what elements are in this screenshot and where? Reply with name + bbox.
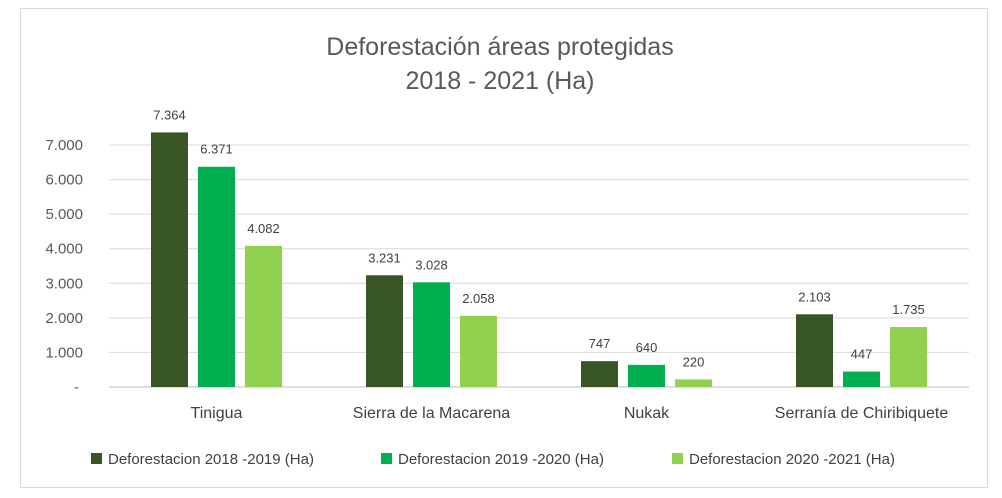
y-axis: - 1.000 2.000 3.000 4.000 5.000 6.000 7.000 bbox=[45, 137, 83, 396]
data-label: 3.231 bbox=[368, 250, 401, 265]
legend-label: Deforestacion 2018 -2019 (Ha) bbox=[108, 451, 314, 468]
data-label: 2.103 bbox=[798, 289, 831, 304]
data-label: 7.364 bbox=[153, 107, 186, 122]
data-label: 447 bbox=[851, 347, 873, 362]
bar bbox=[366, 275, 403, 387]
chart-svg: Deforestación áreas protegidas 2018 - 20… bbox=[45, 33, 969, 468]
category-label: Tinigua bbox=[191, 405, 243, 422]
category-label: Nukak bbox=[624, 405, 670, 422]
y-tick-label: 4.000 bbox=[45, 241, 83, 258]
data-label: 747 bbox=[589, 336, 611, 351]
data-label: 1.735 bbox=[892, 302, 925, 317]
legend-swatch bbox=[672, 453, 683, 464]
data-label: 6.371 bbox=[200, 142, 233, 157]
bar bbox=[581, 361, 618, 387]
data-label: 2.058 bbox=[462, 291, 495, 306]
y-tick-label: 3.000 bbox=[45, 275, 83, 292]
bar bbox=[796, 314, 833, 387]
category-label: Serranía de Chiribiquete bbox=[775, 405, 949, 422]
bar bbox=[245, 245, 282, 387]
legend-swatch bbox=[381, 453, 392, 464]
legend-label: Deforestacion 2020 -2021 (Ha) bbox=[689, 451, 895, 468]
bar bbox=[843, 371, 880, 387]
y-tick-label: 6.000 bbox=[45, 172, 83, 189]
y-tick-label: 2.000 bbox=[45, 310, 83, 327]
data-label: 640 bbox=[636, 340, 658, 355]
y-tick-label: 5.000 bbox=[45, 206, 83, 223]
data-label: 220 bbox=[683, 354, 705, 369]
legend-swatch bbox=[91, 453, 102, 464]
bar bbox=[675, 379, 712, 387]
gridlines bbox=[109, 144, 969, 388]
bar bbox=[460, 315, 497, 387]
chart-frame: Deforestación áreas protegidas 2018 - 20… bbox=[20, 8, 988, 488]
bar bbox=[413, 282, 450, 387]
bar bbox=[151, 132, 188, 387]
data-labels: 7.364 6.371 4.082 3.231 3.028 2.058 747 640 220 2… bbox=[153, 107, 925, 369]
x-axis: Tinigua Sierra de la Macarena Nukak Serraní… bbox=[191, 405, 949, 422]
bars bbox=[151, 132, 927, 387]
y-tick-label: - bbox=[74, 379, 79, 396]
bar bbox=[198, 166, 235, 387]
y-tick-label: 7.000 bbox=[45, 137, 83, 154]
chart-title: Deforestación áreas protegidas bbox=[326, 33, 673, 61]
legend-label: Deforestacion 2019 -2020 (Ha) bbox=[398, 451, 604, 468]
y-tick-label: 1.000 bbox=[45, 344, 83, 361]
data-label: 4.082 bbox=[247, 221, 280, 236]
bar bbox=[628, 364, 665, 387]
data-label: 3.028 bbox=[415, 257, 448, 272]
legend: Deforestacion 2018 -2019 (Ha) Deforestaci… bbox=[91, 451, 895, 468]
bar bbox=[890, 327, 927, 387]
category-label: Sierra de la Macarena bbox=[353, 405, 511, 422]
chart-subtitle: 2018 - 2021 (Ha) bbox=[405, 67, 594, 95]
